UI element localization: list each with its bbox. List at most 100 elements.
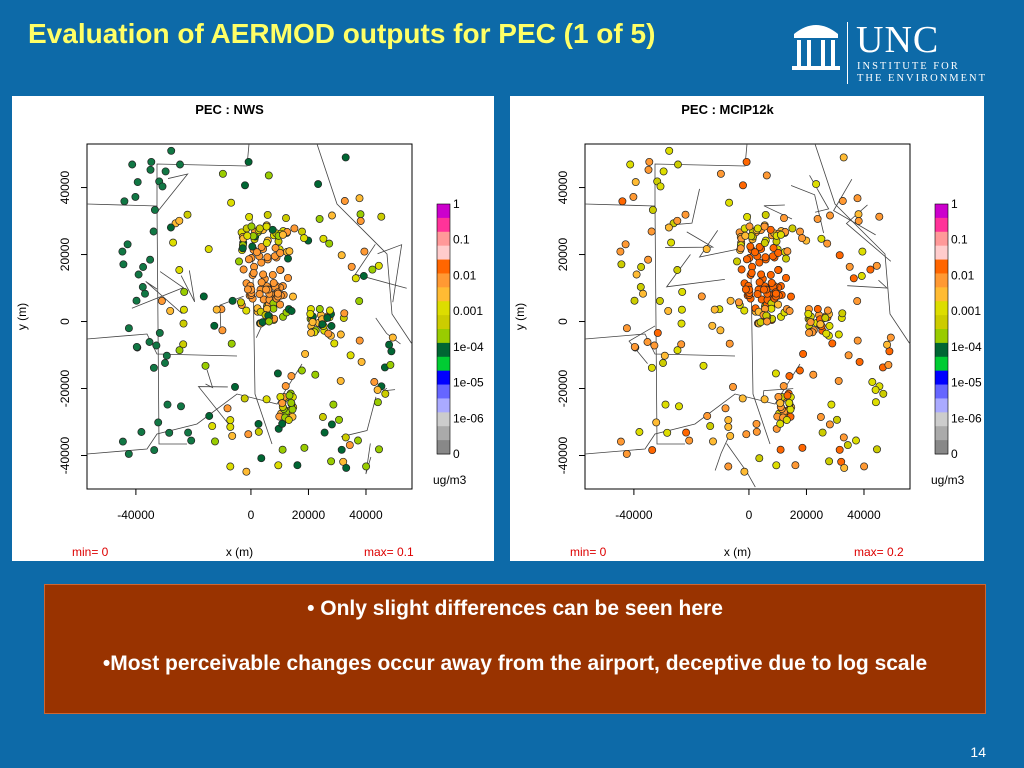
colorbar-swatch [935, 342, 948, 358]
receptor-point [845, 262, 854, 271]
receptor-point [247, 222, 256, 231]
receptor-point [636, 283, 645, 291]
receptor-point [816, 413, 825, 421]
x-tick-label: 20000 [292, 508, 326, 522]
receptor-point [682, 428, 691, 437]
receptor-point [798, 234, 806, 243]
receptor-point [152, 341, 161, 350]
colorbar-label: 1 [453, 197, 460, 211]
colorbar-swatch [935, 329, 948, 344]
y-tick-label: 20000 [556, 238, 570, 272]
receptor-point [165, 428, 174, 437]
receptor-point [760, 222, 769, 231]
receptor-point [184, 428, 193, 437]
receptor-point [785, 307, 794, 315]
receptor-point [243, 285, 252, 294]
receptor-point [268, 225, 277, 234]
receptor-point [345, 441, 354, 450]
colorbar-label: 0.1 [453, 233, 470, 247]
receptor-point [776, 419, 785, 428]
receptor-point [134, 270, 143, 279]
receptor-point [629, 192, 638, 201]
county-border [375, 317, 401, 345]
receptor-point [179, 319, 188, 328]
y-tick-label: 0 [58, 318, 72, 325]
receptor-point [351, 274, 360, 283]
receptor-point [825, 457, 834, 466]
receptor-point [853, 336, 862, 345]
receptor-point [843, 441, 852, 450]
receptor-point [278, 399, 287, 408]
min-label: min= 0 [72, 545, 109, 559]
receptor-point [284, 254, 292, 263]
receptor-point [760, 238, 769, 247]
receptor-point [650, 341, 659, 350]
receptor-point [223, 404, 232, 413]
unc-logo: UNC INSTITUTE FOR THE ENVIRONMENT [790, 18, 1010, 88]
receptor-point [298, 227, 306, 236]
receptor-point [788, 224, 797, 233]
receptor-point [287, 398, 296, 407]
receptor-point [227, 339, 236, 348]
chart-panel-mcip12k: PEC : MCIP12k -40000 0 20000 40000 -40000 -200… [510, 96, 984, 561]
receptor-point [854, 210, 863, 219]
receptor-point [328, 211, 336, 220]
receptor-point [244, 430, 253, 439]
receptor-point [827, 400, 836, 409]
receptor-point [166, 223, 175, 232]
colorbar-label: 0.01 [951, 268, 975, 282]
receptor-point [616, 437, 625, 446]
receptor-point [631, 178, 640, 187]
receptor-point [228, 431, 237, 440]
receptor-point [760, 285, 768, 294]
x-tick-label: 20000 [790, 508, 824, 522]
receptor-point [318, 320, 327, 329]
x-tick-label: 40000 [847, 508, 881, 522]
receptor-point [644, 255, 653, 264]
receptor-point [868, 378, 877, 386]
receptor-point [284, 273, 292, 282]
receptor-point [158, 182, 167, 191]
county-border [131, 271, 185, 309]
receptor-point [742, 430, 751, 439]
receptor-point [677, 340, 686, 349]
receptor-point [813, 214, 822, 223]
receptor-point [355, 297, 364, 306]
receptor-point [763, 317, 771, 326]
note-2: •Most perceivable changes occur away fro… [102, 652, 928, 675]
receptor-point [685, 436, 694, 445]
receptor-point [262, 395, 271, 404]
receptor-point [813, 305, 822, 313]
receptor-point [757, 270, 766, 279]
receptor-point [772, 289, 780, 298]
colorbar-frame [436, 203, 451, 455]
colorbar-swatch [935, 384, 948, 399]
receptor-point [852, 436, 860, 445]
receptor-point [355, 194, 364, 203]
receptor-point [726, 431, 735, 440]
receptor-point [782, 416, 791, 424]
receptor-point [325, 306, 334, 315]
receptor-point [762, 171, 771, 180]
receptor-point [782, 273, 790, 282]
county-border [665, 254, 725, 288]
receptor-point [228, 296, 237, 305]
receptor-point [329, 400, 338, 409]
receptor-point [157, 296, 166, 305]
chart-mcip12k: PEC : MCIP12k -40000 0 20000 40000 -40000 -200… [513, 102, 982, 559]
receptor-point [857, 272, 866, 280]
receptor-point [833, 415, 841, 424]
receptor-point [308, 318, 317, 327]
receptor-point [677, 305, 686, 314]
colorbar-swatch [437, 384, 450, 399]
receptor-point [787, 292, 795, 301]
receptor-point [373, 385, 382, 394]
chart-panel-nws: PEC : NWS -40000 0 20000 40000 -40000 -20000 0 2… [12, 96, 494, 561]
receptor-point [176, 160, 184, 169]
chart-title: PEC : MCIP12k [681, 102, 774, 117]
county-border [790, 185, 824, 234]
colorbar-swatch [437, 204, 450, 219]
receptor-point [257, 278, 266, 287]
receptor-point [725, 339, 734, 348]
chart-nws: PEC : NWS -40000 0 20000 40000 -40000 -20000 0 2… [15, 102, 484, 559]
